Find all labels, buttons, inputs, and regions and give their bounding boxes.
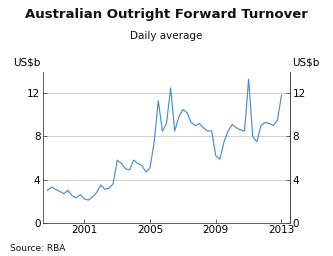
Text: Source: RBA: Source: RBA <box>10 244 65 253</box>
Text: Daily average: Daily average <box>130 31 203 41</box>
Text: US$b: US$b <box>13 57 41 67</box>
Text: Australian Outright Forward Turnover: Australian Outright Forward Turnover <box>25 8 308 21</box>
Text: US$b: US$b <box>292 57 320 67</box>
